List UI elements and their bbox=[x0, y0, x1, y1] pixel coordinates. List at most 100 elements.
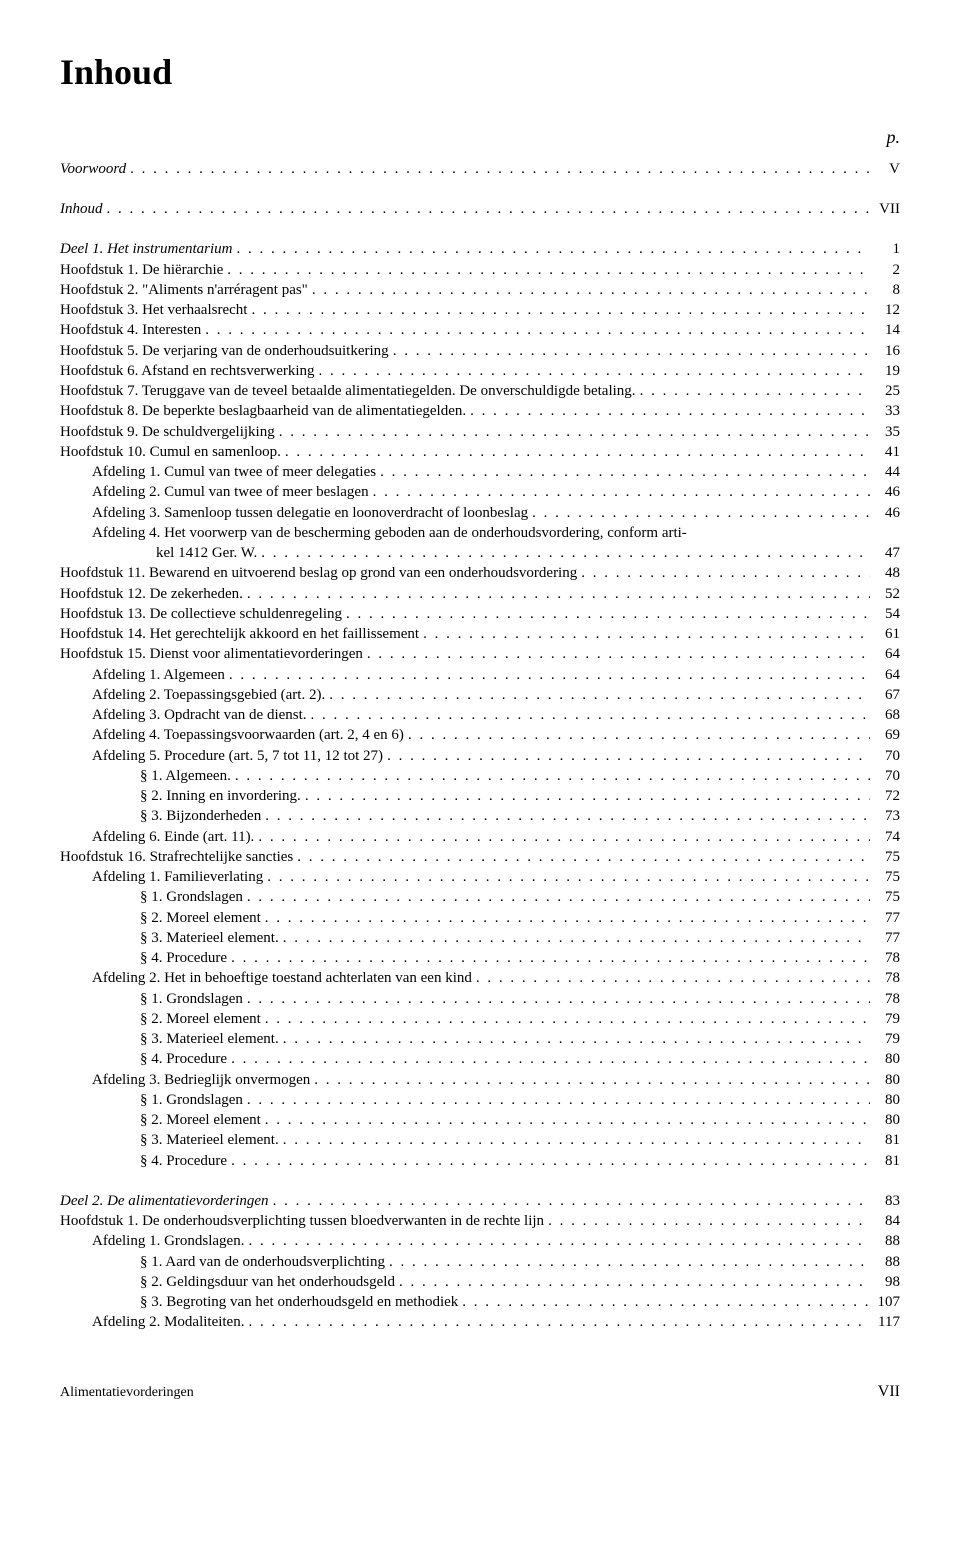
toc-leader-dots: . . . . . . . . . . . . . . . . . . . . … bbox=[389, 341, 870, 361]
toc-entry-text: Hoofdstuk 1. De onderhoudsverplichting t… bbox=[60, 1211, 544, 1231]
toc-entry-page: 8 bbox=[870, 280, 900, 300]
toc-entry: Hoofdstuk 3. Het verhaalsrecht. . . . . … bbox=[60, 300, 900, 320]
toc-entry-text: Afdeling 4. Het voorwerp van de bescherm… bbox=[92, 523, 687, 543]
toc-leader-dots: . . . . . . . . . . . . . . . . . . . . … bbox=[369, 482, 870, 502]
toc-entry-page: 117 bbox=[870, 1312, 900, 1332]
toc-entry: § 3. Begroting van het onderhoudsgeld en… bbox=[60, 1292, 900, 1312]
toc-entry-page: 64 bbox=[870, 644, 900, 664]
toc-leader-dots: . . . . . . . . . . . . . . . . . . . . … bbox=[279, 1130, 870, 1150]
page-footer: Alimentatievorderingen VII bbox=[60, 1381, 900, 1403]
toc-entry-text: § 2. Moreel element bbox=[140, 1009, 261, 1029]
footer-left: Alimentatievorderingen bbox=[60, 1384, 194, 1403]
toc-entry-text: § 1. Grondslagen bbox=[140, 1090, 243, 1110]
toc-entry: § 1. Algemeen.. . . . . . . . . . . . . … bbox=[60, 766, 900, 786]
toc-entry-page: 68 bbox=[870, 705, 900, 725]
toc-entry: Afdeling 2. Cumul van twee of meer besla… bbox=[60, 482, 900, 502]
toc-leader-dots: . . . . . . . . . . . . . . . . . . . . … bbox=[103, 199, 871, 219]
spacer bbox=[60, 219, 900, 239]
toc-entry-page: 88 bbox=[870, 1231, 900, 1251]
toc-entry-page: 16 bbox=[870, 341, 900, 361]
toc-entry-page: 78 bbox=[870, 948, 900, 968]
toc-entry-text: Hoofdstuk 4. Interesten bbox=[60, 320, 201, 340]
toc-entry-text: Afdeling 6. Einde (art. 11). bbox=[92, 827, 254, 847]
toc-leader-dots: . . . . . . . . . . . . . . . . . . . . … bbox=[231, 766, 870, 786]
toc-entry-text: Hoofdstuk 6. Afstand en rechtsverwerking bbox=[60, 361, 315, 381]
toc-entry-page: 75 bbox=[870, 887, 900, 907]
toc-entry: Afdeling 1. Algemeen. . . . . . . . . . … bbox=[60, 665, 900, 685]
toc-entry-page: 74 bbox=[870, 827, 900, 847]
toc-leader-dots: . . . . . . . . . . . . . . . . . . . . … bbox=[244, 1312, 870, 1332]
toc-entry-text: § 1. Grondslagen bbox=[140, 989, 243, 1009]
toc-entry-text: Afdeling 2. Toepassingsgebied (art. 2). bbox=[92, 685, 325, 705]
toc-entry-text: Hoofdstuk 10. Cumul en samenloop. bbox=[60, 442, 281, 462]
toc-entry-text: Afdeling 2. Modaliteiten. bbox=[92, 1312, 244, 1332]
toc-leader-dots: . . . . . . . . . . . . . . . . . . . . … bbox=[232, 239, 870, 259]
toc-entry: Afdeling 1. Grondslagen.. . . . . . . . … bbox=[60, 1231, 900, 1251]
toc-entry-page: 77 bbox=[870, 928, 900, 948]
toc-entry-text: Afdeling 3. Bedrieglijk onvermogen bbox=[92, 1070, 310, 1090]
toc-leader-dots: . . . . . . . . . . . . . . . . . . . . … bbox=[275, 422, 870, 442]
toc-entry: Hoofdstuk 2. "Aliments n'arréragent pas"… bbox=[60, 280, 900, 300]
toc-entry: § 3. Materieel element.. . . . . . . . .… bbox=[60, 1029, 900, 1049]
toc-entry-text: Afdeling 2. Het in behoeftige toestand a… bbox=[92, 968, 472, 988]
toc-entry-text: Afdeling 3. Opdracht van de dienst. bbox=[92, 705, 307, 725]
toc-entry-text: Afdeling 1. Algemeen bbox=[92, 665, 225, 685]
toc-entry-page: 61 bbox=[870, 624, 900, 644]
toc-entry-page: 84 bbox=[870, 1211, 900, 1231]
toc-entry-text: Hoofdstuk 3. Het verhaalsrecht bbox=[60, 300, 247, 320]
toc-leader-dots: . . . . . . . . . . . . . . . . . . . . … bbox=[243, 584, 870, 604]
toc-entry: § 2. Moreel element. . . . . . . . . . .… bbox=[60, 1110, 900, 1130]
toc-entry-text: Hoofdstuk 8. De beperkte beslagbaarheid … bbox=[60, 401, 466, 421]
toc-entry: Hoofdstuk 15. Dienst voor alimentatievor… bbox=[60, 644, 900, 664]
toc-entry: Hoofdstuk 4. Interesten. . . . . . . . .… bbox=[60, 320, 900, 340]
toc-entry-text: § 2. Moreel element bbox=[140, 908, 261, 928]
toc-entry-page: V bbox=[870, 159, 900, 179]
toc-leader-dots: . . . . . . . . . . . . . . . . . . . . … bbox=[383, 746, 870, 766]
toc-entry-page: 19 bbox=[870, 361, 900, 381]
toc-entry: Afdeling 3. Opdracht van de dienst.. . .… bbox=[60, 705, 900, 725]
toc-entry-text: Hoofdstuk 14. Het gerechtelijk akkoord e… bbox=[60, 624, 419, 644]
toc-leader-dots: . . . . . . . . . . . . . . . . . . . . … bbox=[227, 1151, 870, 1171]
toc-entry-text: Hoofdstuk 5. De verjaring van de onderho… bbox=[60, 341, 389, 361]
toc-leader-dots: . . . . . . . . . . . . . . . . . . . . … bbox=[544, 1211, 870, 1231]
toc-entry-page: 41 bbox=[870, 442, 900, 462]
toc-entry-page: 88 bbox=[870, 1252, 900, 1272]
toc-entry-text: Hoofdstuk 11. Bewarend en uitvoerend bes… bbox=[60, 563, 577, 583]
toc-entry-page: 52 bbox=[870, 584, 900, 604]
toc-leader-dots: . . . . . . . . . . . . . . . . . . . . … bbox=[261, 806, 870, 826]
toc-leader-dots: . . . . . . . . . . . . . . . . . . . . … bbox=[376, 462, 870, 482]
toc-entry-page: 75 bbox=[870, 867, 900, 887]
toc-entry: Hoofdstuk 16. Strafrechtelijke sancties.… bbox=[60, 847, 900, 867]
toc-entry: § 1. Grondslagen. . . . . . . . . . . . … bbox=[60, 989, 900, 1009]
toc-entry: § 2. Moreel element. . . . . . . . . . .… bbox=[60, 908, 900, 928]
toc-entry-text: Afdeling 3. Samenloop tussen delegatie e… bbox=[92, 503, 528, 523]
toc-entry-page: 1 bbox=[870, 239, 900, 259]
toc-leader-dots: . . . . . . . . . . . . . . . . . . . . … bbox=[466, 401, 870, 421]
toc-entry: § 2. Inning en invordering.. . . . . . .… bbox=[60, 786, 900, 806]
toc-entry: § 4. Procedure. . . . . . . . . . . . . … bbox=[60, 948, 900, 968]
toc-entry-text: Voorwoord bbox=[60, 159, 126, 179]
toc-entry-page: 14 bbox=[870, 320, 900, 340]
toc-entry-page: 70 bbox=[870, 766, 900, 786]
toc-leader-dots: . . . . . . . . . . . . . . . . . . . . … bbox=[363, 644, 870, 664]
toc-entry-page: 54 bbox=[870, 604, 900, 624]
toc-entry-text: Afdeling 2. Cumul van twee of meer besla… bbox=[92, 482, 369, 502]
toc-entry-text: § 2. Inning en invordering. bbox=[140, 786, 301, 806]
toc-entry-page: 67 bbox=[870, 685, 900, 705]
toc-entry-page: 69 bbox=[870, 725, 900, 745]
toc-leader-dots: . . . . . . . . . . . . . . . . . . . . … bbox=[577, 563, 870, 583]
toc-entry-page: 80 bbox=[870, 1090, 900, 1110]
toc-entry: § 4. Procedure. . . . . . . . . . . . . … bbox=[60, 1151, 900, 1171]
toc-entry: Hoofdstuk 6. Afstand en rechtsverwerking… bbox=[60, 361, 900, 381]
toc-entry-text: Deel 1. Het instrumentarium bbox=[60, 239, 232, 259]
toc-leader-dots: . . . . . . . . . . . . . . . . . . . . … bbox=[243, 989, 870, 1009]
toc-entry-text: Hoofdstuk 2. "Aliments n'arréragent pas" bbox=[60, 280, 308, 300]
toc-entry-text: § 3. Materieel element. bbox=[140, 928, 279, 948]
toc-leader-dots: . . . . . . . . . . . . . . . . . . . . … bbox=[225, 665, 870, 685]
toc-entry: Hoofdstuk 9. De schuldvergelijking. . . … bbox=[60, 422, 900, 442]
toc-entry-page: 80 bbox=[870, 1110, 900, 1130]
toc-entry-page: 78 bbox=[870, 968, 900, 988]
toc-entry-text: § 4. Procedure bbox=[140, 1151, 227, 1171]
toc-entry-page: 73 bbox=[870, 806, 900, 826]
toc-entry: Afdeling 2. Modaliteiten.. . . . . . . .… bbox=[60, 1312, 900, 1332]
